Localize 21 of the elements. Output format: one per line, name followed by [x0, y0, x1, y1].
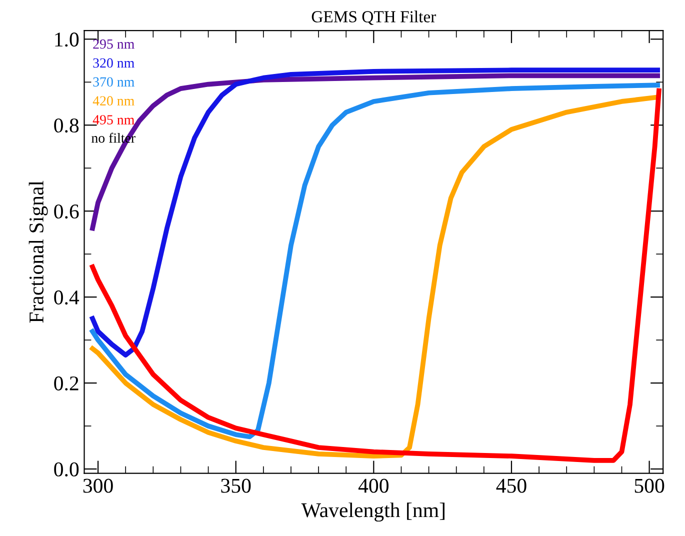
x-tick-label: 500 [634, 478, 664, 493]
text: 295 nm [93, 39, 134, 49]
y-tick-label: 1.0 [55, 32, 79, 47]
text: 320 nm [93, 58, 134, 68]
x-tick-label: 400 [358, 478, 388, 493]
y-tick-label: 0.6 [54, 204, 79, 219]
x-axis-title: Wavelength [nm] [301, 502, 444, 522]
x-tick-label: 350 [221, 478, 251, 493]
y-tick-label: 0.8 [54, 118, 79, 133]
y-axis-title: Fractional Signal [28, 180, 48, 323]
x-tick-label: 450 [496, 478, 526, 493]
text: 420 nm [92, 96, 134, 106]
x-tick-label: 300 [83, 478, 113, 493]
text: 370 nm [93, 77, 134, 87]
y-tick-label: 0.4 [54, 290, 80, 305]
line-series [90, 68, 660, 358]
y-tick-label: 0.0 [54, 462, 79, 477]
chart-title: GEMS QTH Filter [312, 10, 436, 25]
y-tick-label: 0.2 [54, 376, 78, 391]
line-series [90, 73, 660, 231]
text: 495 nm [92, 115, 134, 124]
